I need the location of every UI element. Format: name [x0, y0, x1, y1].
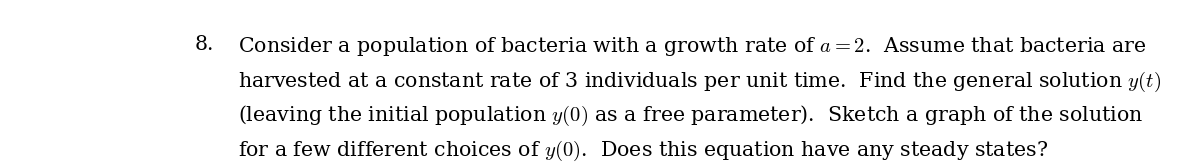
Text: (leaving the initial population $y(0)$ as a free parameter).  Sketch a graph of : (leaving the initial population $y(0)$ a…	[239, 104, 1144, 128]
Text: Consider a population of bacteria with a growth rate of $a = 2$.  Assume that ba: Consider a population of bacteria with a…	[239, 35, 1147, 58]
Text: for a few different choices of $y(0)$.  Does this equation have any steady state: for a few different choices of $y(0)$. D…	[239, 139, 1049, 163]
Text: 8.: 8.	[194, 35, 214, 54]
Text: harvested at a constant rate of 3 individuals per unit time.  Find the general s: harvested at a constant rate of 3 indivi…	[239, 70, 1162, 94]
